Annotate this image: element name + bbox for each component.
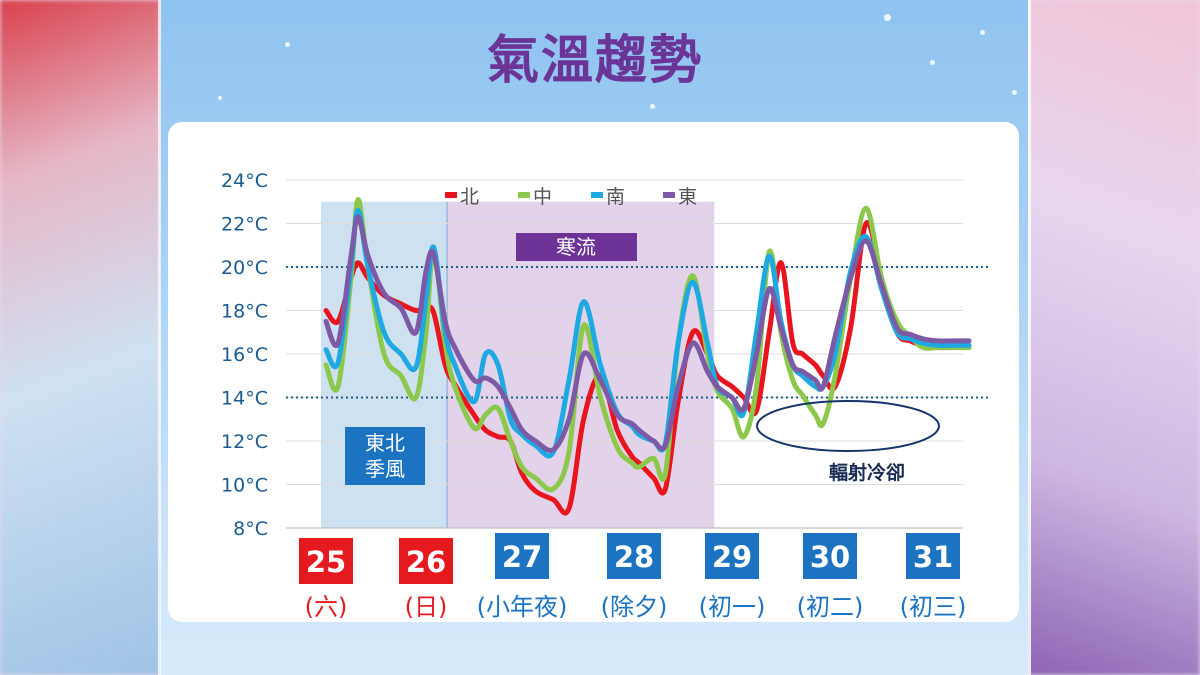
date-number: 30 [810,540,850,574]
y-tick-label: 16°C [221,344,268,366]
day-label: (日) [405,593,448,621]
radiative-cooling-ellipse [756,400,940,452]
snow-dot [980,30,985,35]
legend-label-north: 北 [460,186,479,208]
y-tick-label: 8°C [233,518,268,540]
y-tick-label: 14°C [221,388,268,410]
date-box [906,533,960,579]
snow-dot [930,60,935,65]
left-divider [158,0,161,675]
day-label: (初一) [699,593,766,621]
snow-dot [218,96,222,100]
blurred-right-background [1028,0,1200,675]
day-label: (六) [305,593,348,621]
blurred-left-background [0,0,160,675]
date-box [399,538,453,584]
date-box [607,533,661,579]
temperature-chart: 8°C10°C12°C14°C16°C18°C20°C22°C24°C東北季風寒… [221,170,990,621]
legend-label-east: 東 [678,186,697,208]
day-label: (小年夜) [477,593,568,621]
y-tick-label: 10°C [221,475,268,497]
day-label: (除夕) [601,593,668,621]
day-label: (初三) [900,593,967,621]
snow-dot [884,14,891,21]
snow-dot [285,42,290,47]
date-number: 25 [306,545,346,579]
legend-swatch-east [663,192,675,198]
legend-label-south: 南 [606,186,625,208]
y-tick-label: 18°C [221,301,268,323]
radiative-cooling-label: 輻射冷卻 [829,461,905,484]
cold-current-label-text: 寒流 [556,235,596,259]
y-tick-label: 24°C [221,170,268,192]
snow-dot [1012,90,1017,95]
y-tick-label: 22°C [221,214,268,236]
legend-swatch-south [591,192,603,198]
chart-card: 8°C 10°C 12°C 14°C 16°C 18°C 20°C 22°C 24°C 東北 季風寒… [168,122,1019,622]
monsoon-label-text: 東北 [365,431,405,455]
right-divider [1028,0,1031,675]
monsoon-label-box [345,427,426,485]
y-tick-label: 20°C [221,257,268,279]
date-number: 31 [913,540,953,574]
date-number: 29 [712,540,752,574]
date-box [803,533,857,579]
y-tick-label: 12°C [221,431,268,453]
legend-label-central: 中 [533,186,552,208]
date-number: 27 [502,540,542,574]
date-number: 26 [406,545,446,579]
date-box [495,533,549,579]
legend-swatch-central [518,192,530,198]
date-box [299,538,353,584]
monsoon-label-text: 季風 [365,457,405,481]
date-number: 28 [614,540,654,574]
snow-dot [650,104,655,109]
chart-title: 氣溫趨勢 [486,31,703,91]
day-label: (初二) [797,593,864,621]
date-box [705,533,759,579]
cold-current-label-box [516,233,637,261]
series-line-east [323,214,972,453]
legend-swatch-north [445,192,457,198]
